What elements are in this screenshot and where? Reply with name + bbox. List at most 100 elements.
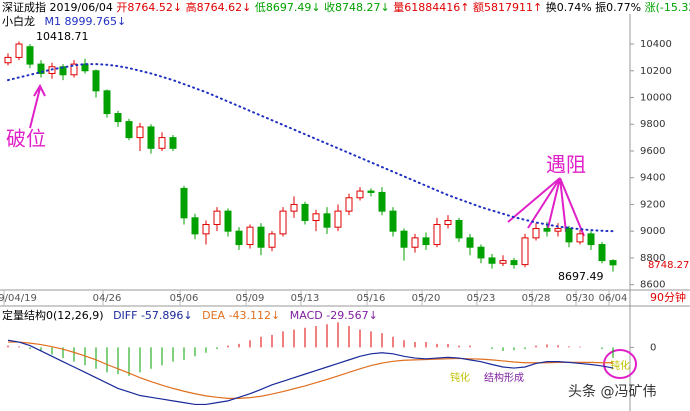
candle-body <box>345 197 353 212</box>
amount: 额5817911↑ <box>473 1 542 14</box>
y-tick-label: 9200 <box>640 199 665 210</box>
candle-body <box>158 137 166 149</box>
y-tick-label: 10200 <box>640 66 672 77</box>
indicator-header: 小白龙 M1 8999.765↓ <box>2 14 126 28</box>
candle-body <box>103 90 111 115</box>
candle-body <box>433 224 441 246</box>
candle-body <box>37 63 45 74</box>
annotation: 钝化 <box>450 371 470 384</box>
y-tick-label: 10400 <box>640 39 672 50</box>
x-tick-label: 05/16 <box>357 293 386 304</box>
y-tick-label: 10000 <box>640 93 672 104</box>
x-tick-label: 2019/04/19 <box>0 293 37 304</box>
y-tick-label: 9400 <box>640 173 665 184</box>
y-tick-label: 9000 <box>640 226 665 237</box>
candle-body <box>202 224 210 235</box>
x-tick-label: 05/28 <box>522 293 551 304</box>
candle-body <box>125 121 133 139</box>
candle-body <box>213 210 221 226</box>
macd-header: 定量结构0(12,26,9) DIFF -57.896↓ DEA -43.112… <box>2 308 378 322</box>
amplitude: 振0.77% <box>595 0 641 14</box>
candle-body <box>466 237 474 248</box>
close: 收8748.27↓ <box>324 0 390 14</box>
candle-body <box>246 226 254 246</box>
annotation: 钝化 <box>610 359 630 372</box>
ma-line <box>7 63 614 233</box>
candle-body <box>334 210 342 228</box>
candle-body <box>455 219 463 239</box>
candle-body <box>444 219 452 225</box>
candle-body <box>279 210 287 235</box>
candle-body <box>532 228 540 239</box>
candle-body <box>554 228 562 232</box>
change: 涨(-15.32) <box>645 1 690 14</box>
candle-body <box>136 126 144 139</box>
x-tick-label: 05/06 <box>170 293 199 304</box>
candle-body <box>543 228 551 232</box>
low: 低8697.49↓ <box>255 1 321 14</box>
candle-body <box>70 63 78 76</box>
date: 2019/06/04 <box>50 1 113 14</box>
period: 90分钟 <box>650 290 686 304</box>
quote-header: 深证成指 2019/06/04 开8764.52↓ 高8764.62↓ 低869… <box>2 0 690 14</box>
x-tick-label: 06/04 <box>599 293 628 304</box>
x-tick-label: 05/13 <box>291 293 320 304</box>
candle-body <box>598 244 606 262</box>
y-tick-label: 8600 <box>640 280 665 291</box>
candle-body <box>15 43 23 58</box>
candle-body <box>389 210 397 232</box>
candle-body <box>26 46 34 65</box>
candle-body <box>224 210 232 232</box>
x-tick-label: 04/26 <box>93 293 122 304</box>
annotation: 破位 <box>6 127 46 151</box>
candle-body <box>312 213 320 221</box>
candle-body <box>576 233 584 243</box>
annotation: 遇阻 <box>546 153 586 177</box>
dea-line <box>8 341 614 399</box>
arrows <box>29 83 637 379</box>
candle-body <box>81 63 89 72</box>
candle-body <box>4 56 12 64</box>
indicator-name: 小白龙 <box>2 14 35 28</box>
last-price: 8748.27 <box>648 260 689 271</box>
candle-body <box>301 203 309 221</box>
y-tick-label: 8800 <box>640 253 665 264</box>
candle-body <box>609 260 617 266</box>
candle-body <box>499 260 507 264</box>
candle-body <box>235 230 243 246</box>
candle-body <box>92 70 100 92</box>
volume: 量61884416↑ <box>393 1 469 14</box>
candle-body <box>378 191 386 212</box>
ma-label: M1 8999.765↓ <box>45 15 127 28</box>
low-label: 8697.49 <box>558 270 604 283</box>
candle-body <box>400 230 408 248</box>
candle-body <box>367 190 375 193</box>
candle-body <box>257 226 265 248</box>
y-tick-label: 0 <box>650 342 656 353</box>
macd-label: MACD -29.567↓ <box>290 309 378 322</box>
candle-body <box>422 237 430 246</box>
candle-body <box>477 246 485 259</box>
candle-body <box>411 237 419 248</box>
candle-body <box>180 187 188 219</box>
open: 开8764.52↓ <box>116 1 182 14</box>
candle-body <box>510 260 518 266</box>
candle-body <box>323 213 331 228</box>
y-tick-label: 9600 <box>640 146 665 157</box>
diff-label: DIFF -57.896↓ <box>113 309 193 322</box>
candle-body <box>268 233 276 248</box>
x-tick-label: 05/09 <box>236 293 265 304</box>
x-tick-label: 05/23 <box>467 293 496 304</box>
annotation: 结构形成 <box>484 371 524 384</box>
candle-body <box>290 203 298 212</box>
x-tick-label: 05/20 <box>412 293 441 304</box>
candle-body <box>521 237 529 266</box>
index-name: 深证成指 <box>2 0 46 14</box>
candle-body <box>565 228 573 243</box>
high-label: 10418.71 <box>36 30 89 43</box>
candle-body <box>114 113 122 123</box>
candle-body <box>587 233 595 246</box>
dea-label: DEA -43.112↓ <box>202 309 280 322</box>
diff-line <box>7 339 614 406</box>
